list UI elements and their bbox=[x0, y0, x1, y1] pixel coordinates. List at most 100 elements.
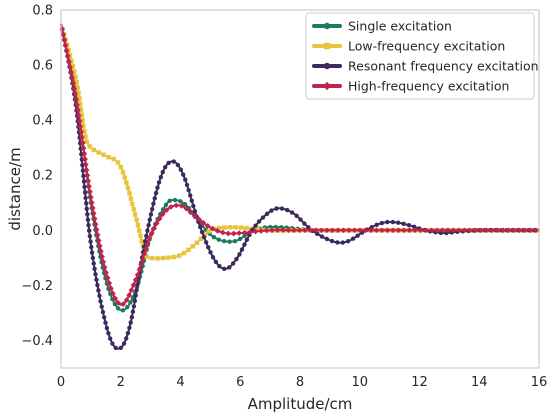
series-marker bbox=[340, 240, 346, 245]
series-marker bbox=[149, 206, 155, 212]
legend-marker bbox=[323, 42, 331, 50]
series-marker bbox=[135, 222, 141, 228]
legend-item: Low-frequency excitation bbox=[312, 39, 505, 54]
series-marker bbox=[279, 206, 285, 211]
series-marker bbox=[184, 182, 190, 188]
series-marker bbox=[357, 227, 363, 234]
series-marker bbox=[163, 202, 169, 208]
series-marker bbox=[87, 194, 94, 201]
series-marker bbox=[120, 170, 126, 175]
series-marker bbox=[91, 261, 96, 266]
series-marker bbox=[76, 118, 83, 124]
series-marker bbox=[134, 217, 139, 223]
series-marker bbox=[186, 187, 191, 193]
series-marker bbox=[522, 227, 528, 234]
series-marker bbox=[83, 195, 88, 201]
series-marker bbox=[178, 167, 184, 172]
series-marker bbox=[103, 320, 108, 325]
legend-marker bbox=[322, 81, 332, 91]
series-marker bbox=[100, 309, 106, 315]
series-marker bbox=[130, 309, 136, 314]
series-marker bbox=[131, 207, 136, 212]
series-marker bbox=[335, 227, 341, 234]
series-marker bbox=[417, 227, 424, 234]
series-marker bbox=[130, 282, 137, 288]
series-marker bbox=[90, 255, 96, 261]
series-marker bbox=[85, 212, 90, 217]
series-marker bbox=[160, 255, 166, 261]
series-marker bbox=[96, 242, 103, 249]
series-marker bbox=[98, 248, 104, 255]
series-marker bbox=[101, 264, 108, 271]
series-marker bbox=[216, 237, 221, 242]
series-marker bbox=[91, 147, 97, 153]
series-marker bbox=[75, 107, 81, 113]
series-marker bbox=[127, 325, 132, 331]
series-marker bbox=[74, 79, 79, 85]
series-marker bbox=[80, 168, 86, 173]
series-marker bbox=[73, 96, 79, 103]
series-marker bbox=[133, 293, 138, 298]
series-marker bbox=[233, 225, 238, 230]
series-marker bbox=[289, 210, 295, 215]
series-marker bbox=[163, 207, 170, 213]
series-marker bbox=[461, 227, 468, 234]
x-tick-label: 6 bbox=[236, 375, 244, 390]
series-marker bbox=[181, 172, 186, 177]
series-marker bbox=[217, 263, 222, 269]
series-marker bbox=[173, 202, 180, 209]
series-marker bbox=[181, 250, 187, 256]
legend-item: Single excitation bbox=[312, 19, 452, 34]
series-marker bbox=[494, 227, 501, 234]
series-marker bbox=[136, 266, 143, 273]
series-marker bbox=[178, 202, 185, 209]
series-marker bbox=[350, 236, 356, 241]
series-marker bbox=[346, 227, 352, 234]
series-marker bbox=[138, 233, 143, 239]
x-tick-label: 16 bbox=[531, 375, 548, 390]
series-marker bbox=[128, 320, 133, 325]
series-marker bbox=[183, 205, 190, 212]
series-marker bbox=[82, 190, 88, 195]
series-marker bbox=[200, 219, 207, 226]
y-tick-label: 0.8 bbox=[32, 4, 53, 19]
series-marker bbox=[106, 155, 111, 160]
series-marker bbox=[79, 112, 85, 117]
x-tick-label: 8 bbox=[296, 375, 304, 390]
series-marker bbox=[260, 215, 266, 220]
series-4 bbox=[59, 23, 540, 308]
series-marker bbox=[159, 211, 166, 218]
series-marker bbox=[188, 193, 193, 198]
series-marker bbox=[125, 304, 130, 310]
series-marker bbox=[505, 227, 512, 234]
series-marker bbox=[385, 219, 390, 225]
series-marker bbox=[128, 196, 134, 201]
series-marker bbox=[74, 101, 80, 108]
series-marker bbox=[244, 237, 250, 242]
series-marker bbox=[85, 217, 91, 222]
series-marker bbox=[296, 227, 303, 234]
series-marker bbox=[144, 240, 151, 247]
series-marker bbox=[110, 290, 116, 297]
series-marker bbox=[203, 240, 209, 245]
series-marker bbox=[227, 239, 232, 244]
series-marker bbox=[221, 238, 227, 244]
y-tick-label: 0.2 bbox=[32, 169, 53, 184]
series-marker bbox=[158, 175, 163, 180]
series-marker bbox=[69, 74, 76, 81]
series-marker bbox=[221, 266, 227, 271]
y-tick-label: −0.2 bbox=[21, 279, 53, 294]
series-marker bbox=[274, 227, 281, 233]
series-marker bbox=[138, 261, 145, 268]
series-marker bbox=[255, 227, 260, 232]
series-marker bbox=[401, 227, 407, 234]
y-tick-label: 0.6 bbox=[32, 59, 53, 74]
series-marker bbox=[76, 90, 81, 96]
series-marker bbox=[439, 227, 446, 234]
series-marker bbox=[196, 216, 202, 223]
series-marker bbox=[110, 341, 115, 346]
series-marker bbox=[144, 233, 149, 239]
series-marker bbox=[146, 222, 151, 228]
series-marker bbox=[227, 225, 233, 230]
series-marker bbox=[115, 300, 122, 306]
